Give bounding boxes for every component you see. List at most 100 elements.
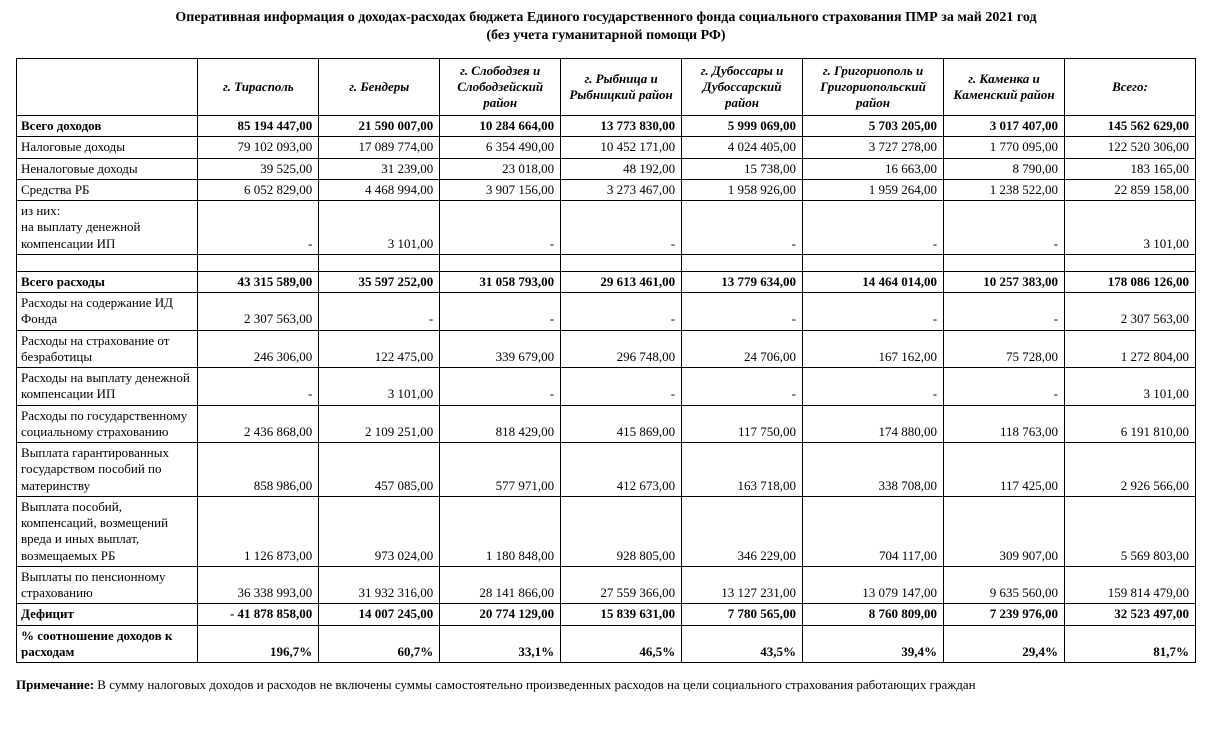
cell: 36 338 993,00	[198, 566, 319, 604]
spacer-cell	[319, 254, 440, 271]
cell: -	[682, 368, 803, 406]
cell: 31 058 793,00	[440, 271, 561, 292]
cell: 1 238 522,00	[944, 179, 1065, 200]
row-label: Дефицит	[17, 604, 198, 625]
cell: 412 673,00	[561, 443, 682, 497]
cell: -	[319, 293, 440, 331]
cell: 10 257 383,00	[944, 271, 1065, 292]
table-row: Расходы на содержание ИД Фонда2 307 563,…	[17, 293, 1196, 331]
row-label: Расходы на выплату денежной компенсации …	[17, 368, 198, 406]
cell: -	[802, 293, 943, 331]
cell: 46,5%	[561, 625, 682, 663]
cell: 3 907 156,00	[440, 179, 561, 200]
cell: 10 452 171,00	[561, 137, 682, 158]
cell: 346 229,00	[682, 496, 803, 566]
cell: 309 907,00	[944, 496, 1065, 566]
cell: 4 468 994,00	[319, 179, 440, 200]
cell: -	[944, 293, 1065, 331]
cell: 8 790,00	[944, 158, 1065, 179]
spacer-cell	[561, 254, 682, 271]
cell: -	[802, 201, 943, 255]
row-label: Расходы на страхование от безработицы	[17, 330, 198, 368]
cell: 167 162,00	[802, 330, 943, 368]
cell: 5 569 803,00	[1064, 496, 1195, 566]
cell: 246 306,00	[198, 330, 319, 368]
page-title: Оперативная информация о доходах-расхода…	[16, 10, 1196, 26]
col-header: г. Дубоссары и Дубоссарский район	[682, 59, 803, 116]
footnote-label: Примечание:	[16, 677, 94, 692]
col-header: г. Слободзея и Слободзейский район	[440, 59, 561, 116]
cell: 32 523 497,00	[1064, 604, 1195, 625]
cell: -	[561, 201, 682, 255]
row-label: Налоговые доходы	[17, 137, 198, 158]
cell: 14 464 014,00	[802, 271, 943, 292]
row-label: Всего доходов	[17, 116, 198, 137]
table-row: % соотношение доходов к расходам196,7%60…	[17, 625, 1196, 663]
cell: 117 425,00	[944, 443, 1065, 497]
row-label: Выплата гарантированных государством пос…	[17, 443, 198, 497]
table-row: Всего расходы43 315 589,0035 597 252,003…	[17, 271, 1196, 292]
cell: 31 932 316,00	[319, 566, 440, 604]
row-label: Расходы по государственному социальному …	[17, 405, 198, 443]
cell: 3 017 407,00	[944, 116, 1065, 137]
cell: 7 239 976,00	[944, 604, 1065, 625]
cell: 159 814 479,00	[1064, 566, 1195, 604]
row-label: Средства РБ	[17, 179, 198, 200]
cell: 20 774 129,00	[440, 604, 561, 625]
page-subtitle: (без учета гуманитарной помощи РФ)	[16, 28, 1196, 44]
cell: 577 971,00	[440, 443, 561, 497]
cell: 4 024 405,00	[682, 137, 803, 158]
cell: 174 880,00	[802, 405, 943, 443]
row-label: % соотношение доходов к расходам	[17, 625, 198, 663]
col-header: г. Рыбница и Рыбницкий район	[561, 59, 682, 116]
cell: 48 192,00	[561, 158, 682, 179]
cell: 9 635 560,00	[944, 566, 1065, 604]
cell: 6 191 810,00	[1064, 405, 1195, 443]
cell: 6 052 829,00	[198, 179, 319, 200]
footnote-text: В сумму налоговых доходов и расходов не …	[94, 677, 976, 692]
cell: 3 101,00	[319, 368, 440, 406]
cell: 704 117,00	[802, 496, 943, 566]
cell: 13 127 231,00	[682, 566, 803, 604]
cell: 33,1%	[440, 625, 561, 663]
cell: 5 999 069,00	[682, 116, 803, 137]
spacer-cell	[682, 254, 803, 271]
cell: 338 708,00	[802, 443, 943, 497]
cell: 118 763,00	[944, 405, 1065, 443]
cell: -	[561, 293, 682, 331]
spacer-cell	[440, 254, 561, 271]
cell: 3 727 278,00	[802, 137, 943, 158]
cell: -	[944, 368, 1065, 406]
cell: -	[198, 201, 319, 255]
cell: 29,4%	[944, 625, 1065, 663]
cell: 23 018,00	[440, 158, 561, 179]
table-header-row: г. Тирасполь г. Бендеры г. Слободзея и С…	[17, 59, 1196, 116]
cell: -	[944, 201, 1065, 255]
header-empty	[17, 59, 198, 116]
cell: 43 315 589,00	[198, 271, 319, 292]
cell: -	[802, 368, 943, 406]
cell: 6 354 490,00	[440, 137, 561, 158]
cell: -	[440, 201, 561, 255]
cell: 22 859 158,00	[1064, 179, 1195, 200]
cell: 2 926 566,00	[1064, 443, 1195, 497]
cell: 145 562 629,00	[1064, 116, 1195, 137]
cell: 973 024,00	[319, 496, 440, 566]
col-header: г. Григориополь и Григориопольский район	[802, 59, 943, 116]
cell: 928 805,00	[561, 496, 682, 566]
row-label: из них:на выплату денежной компенсации И…	[17, 201, 198, 255]
table-row: Расходы на страхование от безработицы246…	[17, 330, 1196, 368]
cell: 15 839 631,00	[561, 604, 682, 625]
cell: 1 272 804,00	[1064, 330, 1195, 368]
cell: 39 525,00	[198, 158, 319, 179]
cell: 75 728,00	[944, 330, 1065, 368]
row-label: Выплаты по пенсионному страхованию	[17, 566, 198, 604]
cell: 13 779 634,00	[682, 271, 803, 292]
cell: 16 663,00	[802, 158, 943, 179]
cell: 2 109 251,00	[319, 405, 440, 443]
cell: -	[682, 201, 803, 255]
cell: 1 770 095,00	[944, 137, 1065, 158]
cell: 24 706,00	[682, 330, 803, 368]
cell: 31 239,00	[319, 158, 440, 179]
col-header: г. Бендеры	[319, 59, 440, 116]
